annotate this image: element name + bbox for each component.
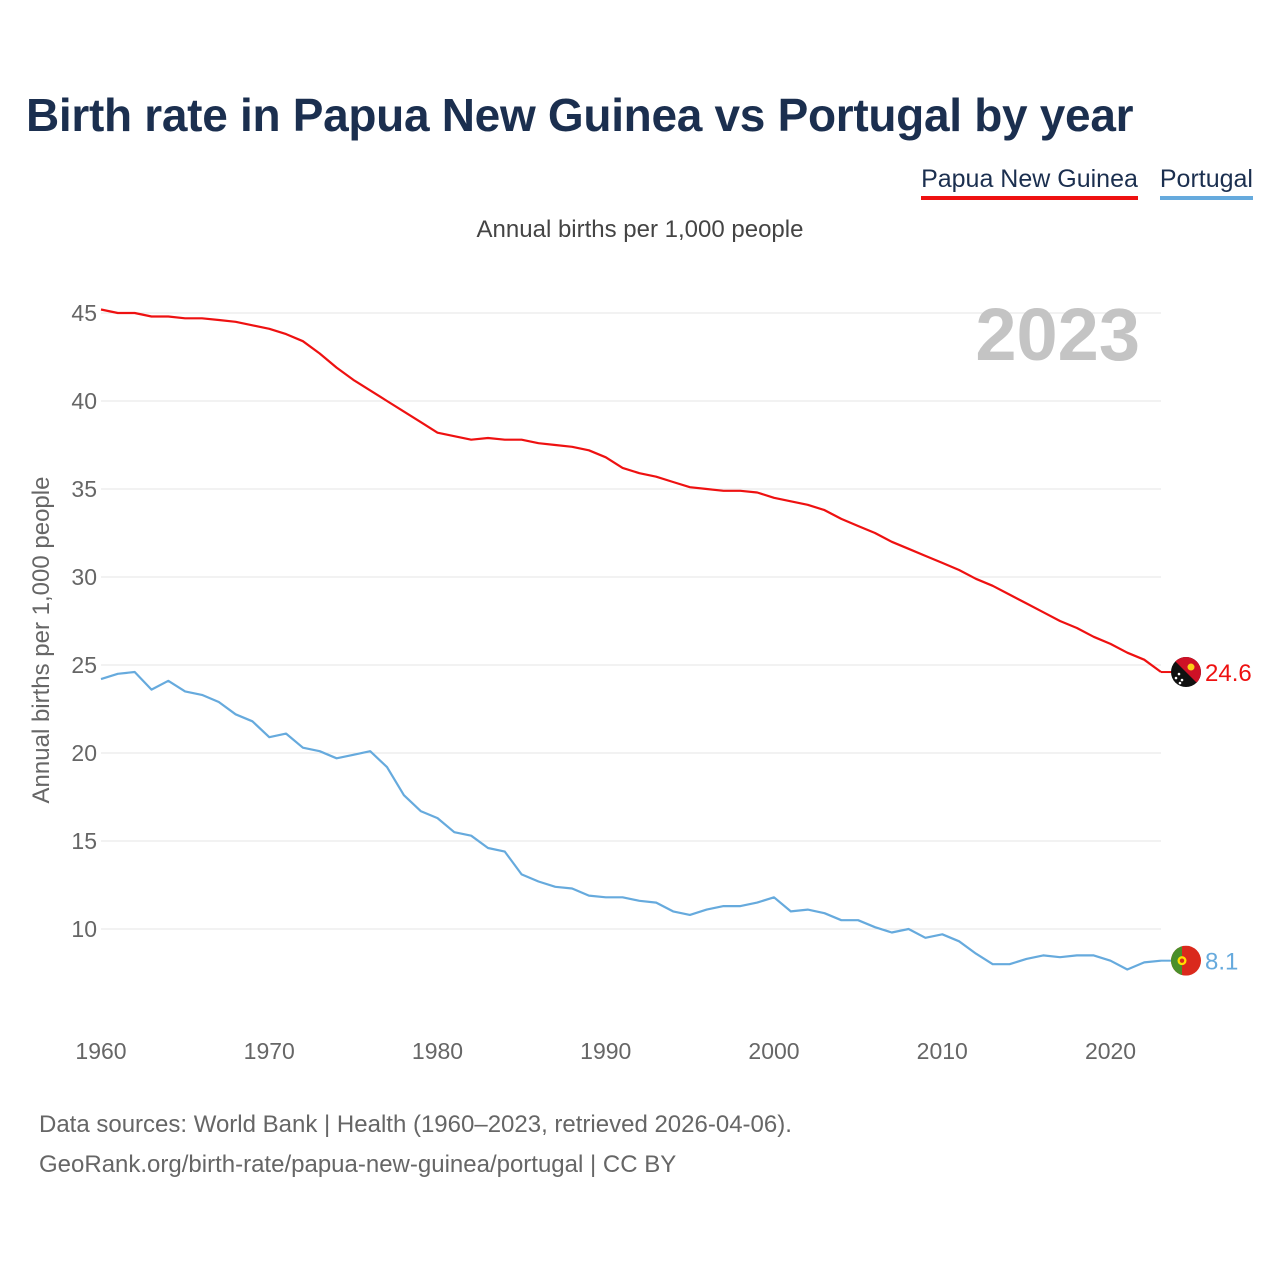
y-tick-label: 45 [71, 300, 97, 326]
flag-papua-new-guinea [1171, 657, 1201, 688]
current-year-label: 2023 [975, 293, 1140, 376]
chart-title: Birth rate in Papua New Guinea vs Portug… [26, 89, 1134, 141]
y-tick-label: 15 [71, 828, 97, 854]
flag-portugal [1171, 945, 1201, 976]
flag-bird [1187, 663, 1195, 671]
footer: Data sources: World Bank | Health (1960–… [39, 1105, 792, 1185]
footer-source: Data sources: World Bank | Health (1960–… [39, 1111, 792, 1138]
x-tick-label: 1980 [412, 1038, 463, 1064]
y-tick-label: 30 [71, 564, 97, 590]
flag-star [1177, 672, 1181, 676]
x-tick-label: 2000 [748, 1038, 799, 1064]
legend: Papua New Guinea Portugal [921, 165, 1253, 200]
flag-star [1174, 676, 1178, 680]
flag-shield [1179, 958, 1185, 963]
flag-green [1171, 945, 1182, 976]
legend-item-papua-new-guinea[interactable]: Papua New Guinea [921, 165, 1138, 200]
legend-item-portugal[interactable]: Portugal [1159, 165, 1253, 200]
series-line-papua-new-guinea [100, 308, 1162, 673]
y-tick-label: 25 [71, 652, 97, 678]
x-tick-label: 1970 [244, 1038, 295, 1064]
end-label-papua-new-guinea: 24.6 [1205, 660, 1252, 687]
x-tick-label: 1960 [75, 1038, 126, 1064]
y-tick-label: 20 [71, 740, 97, 766]
x-tick-label: 2010 [917, 1038, 968, 1064]
footer-url[interactable]: GeoRank.org/birth-rate/papua-new-guinea/… [39, 1151, 677, 1178]
y-tick-label: 10 [71, 916, 97, 942]
flag-red [1171, 657, 1201, 688]
y-tick-label: 35 [71, 476, 97, 502]
x-tick-label: 1990 [580, 1038, 631, 1064]
flag-star [1180, 678, 1184, 682]
chart-subtitle: Annual births per 1,000 people [476, 216, 804, 243]
series-line-portugal [100, 670, 1162, 971]
y-tick-label: 40 [71, 388, 97, 414]
x-tick-label: 2020 [1085, 1038, 1136, 1064]
flag-star [1178, 681, 1182, 685]
end-label-portugal: 8.1 [1205, 949, 1238, 976]
